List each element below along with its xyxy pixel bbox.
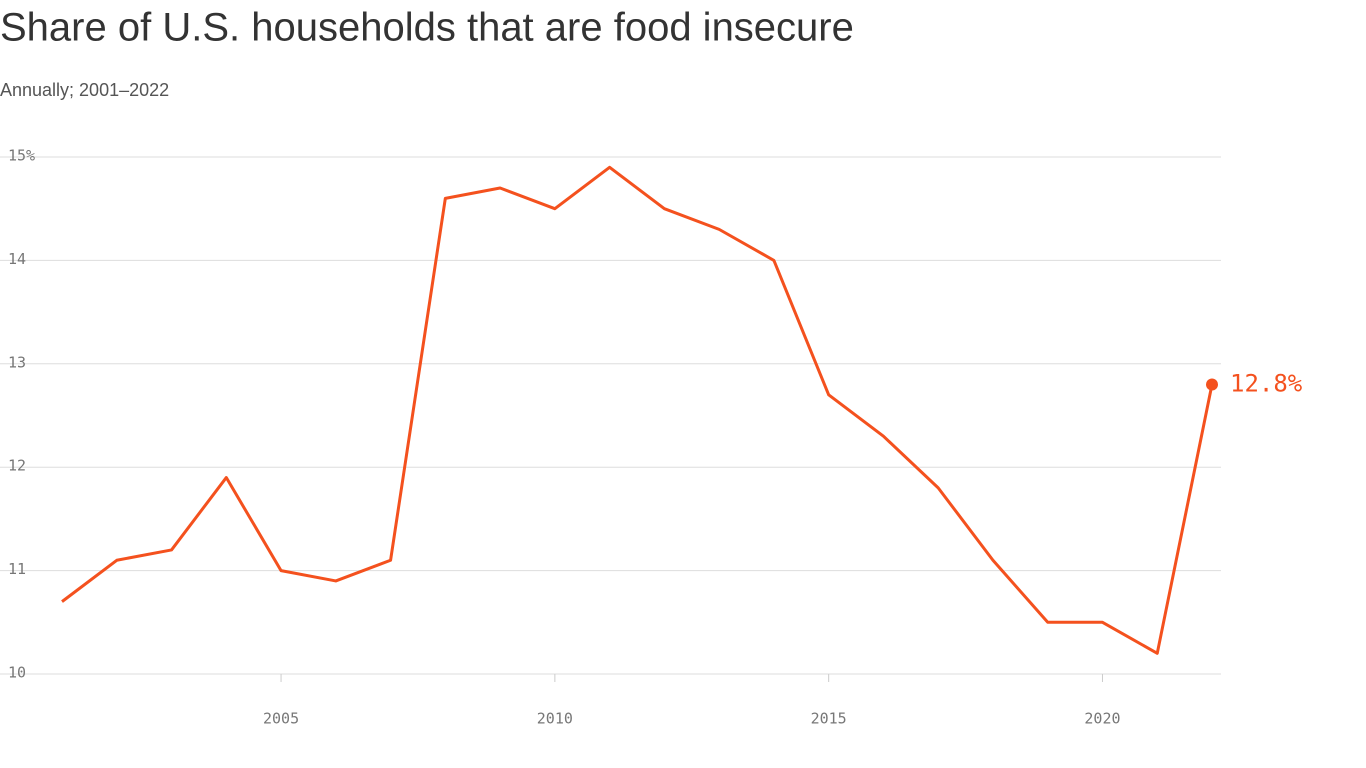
y-tick-label: 13 [8, 353, 26, 371]
chart-subtitle: Annually; 2001–2022 [0, 80, 169, 100]
y-tick-label: 10 [8, 664, 26, 682]
y-tick-label: 12 [8, 457, 26, 475]
value-label: 12.8% [1230, 369, 1303, 397]
x-tick-label: 2005 [263, 710, 299, 728]
end-point [1206, 378, 1218, 391]
y-tick-label: 11 [8, 560, 26, 578]
data-line [61, 165, 1214, 655]
y-tick-label: 14 [8, 250, 26, 268]
x-tick-label: 2010 [537, 710, 573, 728]
x-tick-label: 2020 [1084, 710, 1120, 728]
x-tick-label: 2015 [811, 710, 847, 728]
y-tick-label: 15% [8, 147, 35, 165]
chart-title: Share of U.S. households that are food i… [0, 6, 854, 50]
